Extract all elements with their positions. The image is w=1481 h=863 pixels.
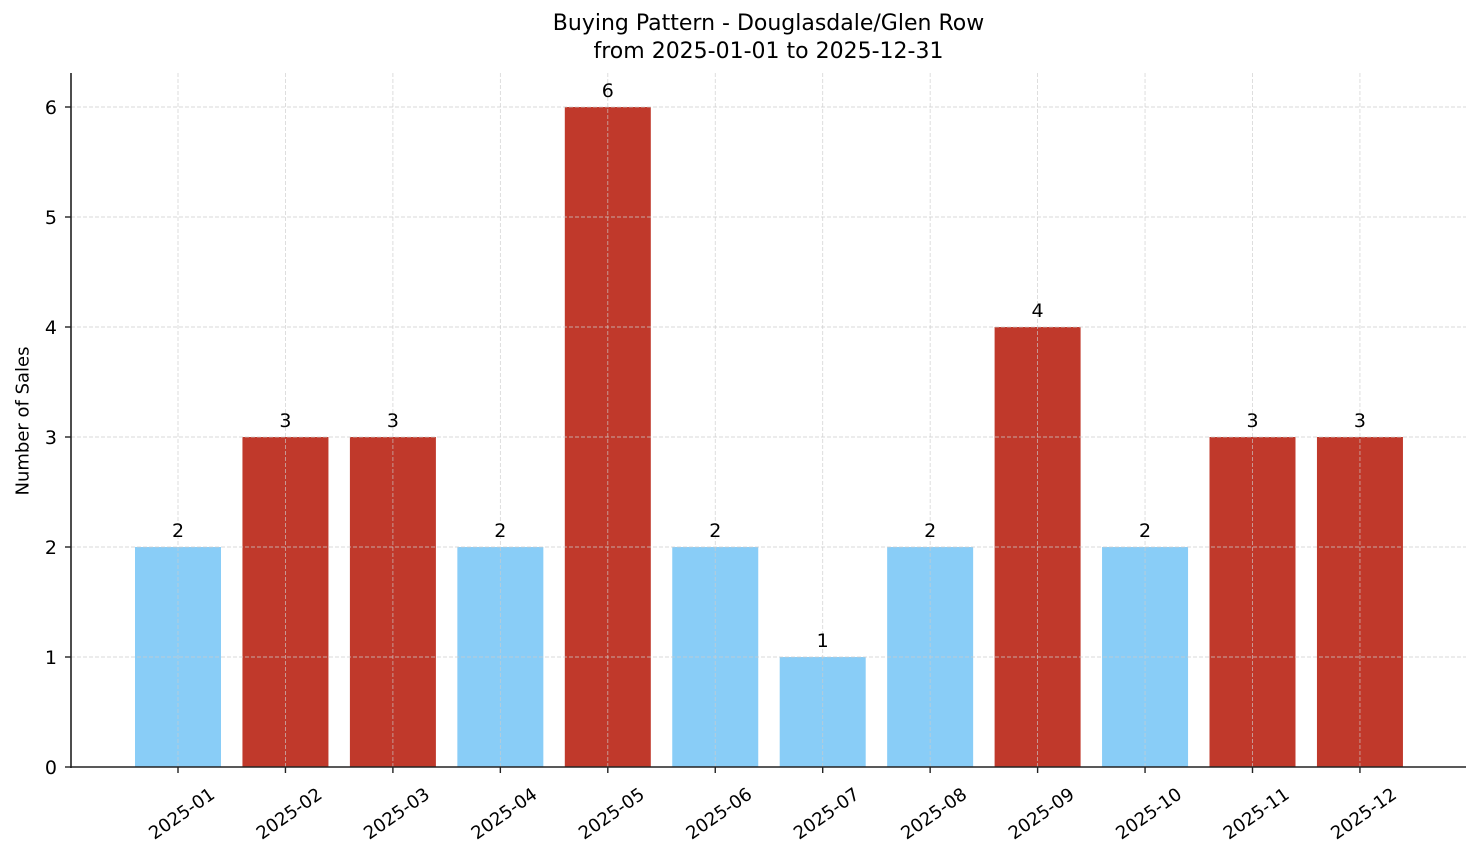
- x-tick-label: 2025-06: [682, 784, 756, 844]
- data-labels: 2 3 3 2 6 2 1 2 4 2 3 3: [172, 80, 1366, 652]
- data-label: 2: [172, 520, 184, 542]
- y-tick-label: 3: [45, 427, 57, 449]
- data-label: 3: [279, 410, 291, 432]
- data-label: 6: [602, 80, 614, 102]
- data-label: 4: [1032, 300, 1044, 322]
- y-tick-label: 2: [45, 537, 57, 559]
- x-tick-label: 2025-12: [1327, 784, 1401, 844]
- data-label: 2: [1139, 520, 1151, 542]
- chart-title: Buying Pattern - Douglasdale/Glen Row: [552, 11, 985, 36]
- y-tick-label: 6: [45, 97, 57, 119]
- x-tick-label: 2025-07: [790, 784, 864, 844]
- chart-subtitle: from 2025-01-01 to 2025-12-31: [593, 39, 944, 64]
- data-label: 1: [817, 630, 829, 652]
- x-tick-label: 2025-10: [1112, 784, 1186, 844]
- data-label: 2: [709, 520, 721, 542]
- y-tick-label: 4: [45, 317, 57, 339]
- y-tick-label: 5: [45, 207, 57, 229]
- x-tick-label: 2025-09: [1005, 784, 1079, 844]
- grid-lines: [71, 73, 1466, 767]
- x-tick-label: 2025-08: [897, 784, 971, 844]
- x-tick-label: 2025-02: [253, 784, 327, 844]
- x-tick-label: 2025-11: [1220, 784, 1294, 844]
- x-tick-label: 2025-05: [575, 784, 649, 844]
- data-label: 2: [924, 520, 936, 542]
- x-tick-label: 2025-01: [145, 784, 219, 844]
- data-label: 3: [1246, 410, 1258, 432]
- data-label: 3: [1354, 410, 1366, 432]
- y-tick-label: 0: [45, 757, 57, 779]
- y-tick-label: 1: [45, 647, 57, 669]
- data-label: 3: [387, 410, 399, 432]
- x-tick-label: 2025-03: [360, 784, 434, 844]
- data-label: 2: [494, 520, 506, 542]
- x-tick-label: 2025-04: [468, 784, 542, 844]
